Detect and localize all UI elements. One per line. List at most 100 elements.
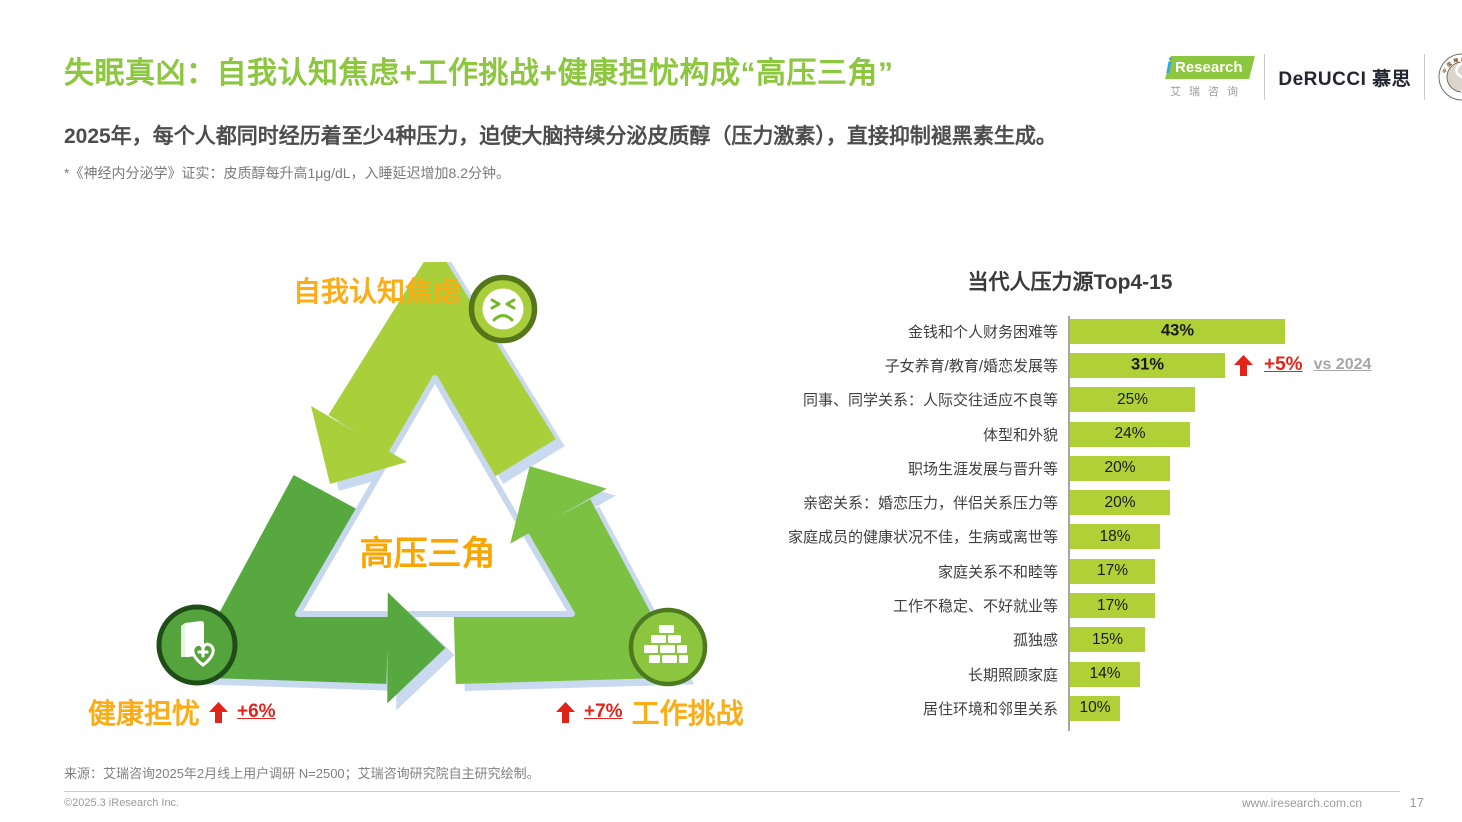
category-label: 工作不稳定、不好就业等 [892,598,1058,616]
value-label: 20% [1104,493,1136,511]
value-label: 43% [1160,321,1195,340]
website-url: www.iresearch.com.cn [1241,796,1362,810]
triangle-bottom-right-label-group: +7% 工作挑战 [556,692,744,732]
bar-wrap: 14% [1070,661,1140,687]
chart-row: 亲密关系：婚恋压力，伴侣关系压力等 20% [780,485,1400,519]
bar-wrap: 10% [1070,695,1120,721]
value-label: 20% [1104,459,1136,477]
logo-divider [1264,54,1266,100]
bar-wrap: 31% +5% vs 2024 [1070,352,1371,378]
chart-row: 体型和外貌 24% [780,417,1400,451]
iresearch-chinese-name: 艾瑞咨询 [1170,86,1246,98]
stress-sources-chart: 当代人压力源Top4-15 金钱和个人财务困难等 43% 子女养育/教育/婚恋发展等… [780,266,1400,731]
bar-wrap: 43% [1070,318,1285,344]
category-label: 子女养育/教育/婚恋发展等 [884,357,1058,375]
y-axis-line [1068,316,1070,731]
work-challenge-label: 工作挑战 [631,698,744,729]
source-note: 来源：艾瑞咨询2025年2月线上用户调研 N=2500；艾瑞咨询研究院自主研究绘… [64,766,540,781]
bar: 15% [1070,627,1145,653]
category-label: 居住环境和邻里关系 [922,700,1058,718]
chart-title: 当代人压力源Top4-15 [967,271,1173,294]
bar-wrap: 17% [1070,558,1155,584]
bar-wrap: 18% [1070,524,1160,550]
stress-triangle-diagram [150,262,720,742]
category-label: 长期照顾家庭 [967,666,1058,684]
work-challenge-delta: +7% [584,701,623,722]
copyright: ©2025.3 iResearch Inc. [64,797,180,809]
health-worry-delta: +6% [237,701,276,722]
iresearch-logo-top: i Research [1164,55,1255,79]
iresearch-wordmark: Research [1174,58,1243,76]
health-book-heart-icon [156,604,238,686]
category-label: 家庭关系不和睦等 [937,563,1058,581]
up-arrow-icon [209,701,229,723]
category-label: 金钱和个人财务困难等 [907,323,1058,341]
vs-2024-label: vs 2024 [1313,356,1372,374]
logo-divider [1424,54,1426,100]
iresearch-logo: i Research 艾瑞咨询 [1164,55,1255,99]
bar: 25% [1070,387,1195,413]
brick-wall-icon [628,607,708,687]
value-label: 18% [1099,527,1131,545]
bar-wrap: 17% [1070,593,1155,619]
up-arrow-icon [1234,354,1253,376]
bar: 18% [1070,524,1160,550]
bar: 31% [1070,352,1225,378]
value-label: 25% [1116,390,1149,408]
chart-row: 子女养育/教育/婚恋发展等 31% +5% vs 2024 [780,348,1400,382]
bar: 24% [1070,421,1190,447]
up-arrow-icon [556,701,575,723]
chart-rows: 金钱和个人财务困难等 43% 子女养育/教育/婚恋发展等 31% +5% vs 2024 同… [780,314,1400,726]
sleep-society-seal-icon: 中国睡眠研究会 Chinese Sleep Research Society [1438,53,1462,101]
chart-row: 孤独感 15% [780,623,1400,657]
anxious-face-icon [468,274,538,344]
value-label: 17% [1096,596,1129,614]
value-label: 10% [1079,699,1111,717]
chart-body: 金钱和个人财务困难等 43% 子女养育/教育/婚恋发展等 31% +5% vs 2024 同… [780,314,1400,731]
chart-row: 工作不稳定、不好就业等 17% [780,588,1400,622]
value-label: 17% [1096,562,1129,580]
health-worry-label: 健康担忧 [88,698,201,729]
triangle-center-label: 高压三角 [359,535,496,573]
logo-bar: i Research 艾瑞咨询 DeRUCCI 慕思 中国睡眠研究会 Chine… [1164,50,1462,104]
subtitle: 2025年，每个人都同时经历着至少4种压力，迫使大脑持续分泌皮质醇（压力激素），… [64,125,1057,148]
chart-row: 居住环境和邻里关系 10% [780,691,1400,725]
bar: 17% [1070,593,1155,619]
value-label: 14% [1089,665,1121,683]
footer-divider [64,791,1400,792]
footnote: *《神经内分泌学》证实：皮质醇每升高1μg/dL，入睡延迟增加8.2分钟。 [64,165,511,181]
bar-wrap: 25% [1070,387,1195,413]
bar-wrap: 24% [1070,421,1190,447]
value-label: 24% [1114,425,1146,443]
chart-row: 长期照顾家庭 14% [780,657,1400,691]
category-label: 家庭成员的健康状况不佳，生病或离世等 [787,529,1058,547]
bar-wrap: 20% [1070,490,1170,516]
value-label: 15% [1091,630,1124,648]
yoy-annotation: +5% vs 2024 [1234,354,1371,376]
yoy-delta: +5% [1264,354,1303,376]
category-label: 孤独感 [1012,632,1058,650]
bar-wrap: 15% [1070,627,1145,653]
iresearch-i: i [1166,55,1172,78]
bar: 20% [1070,455,1170,481]
chart-row: 家庭成员的健康状况不佳，生病或离世等 18% [780,520,1400,554]
chart-row: 同事、同学关系：人际交往适应不良等 25% [780,383,1400,417]
page-title: 失眠真凶：自我认知焦虑+工作挑战+健康担忧构成“高压三角” [64,57,894,90]
category-label: 亲密关系：婚恋压力，伴侣关系压力等 [802,495,1058,513]
chart-row: 家庭关系不和睦等 17% [780,554,1400,588]
category-label: 职场生涯发展与晋升等 [907,460,1058,478]
category-label: 体型和外貌 [982,426,1058,444]
bar: 17% [1070,558,1155,584]
triangle-top-label: 自我认知焦虑 [293,276,462,307]
triangle-bottom-left-label-group: 健康担忧 +6% [88,692,276,732]
bar-wrap: 20% [1070,455,1170,481]
bar: 43% [1070,318,1285,344]
triangle-inner-hole [295,375,575,617]
bar: 20% [1070,490,1170,516]
bar: 14% [1070,661,1140,687]
bar: 10% [1070,695,1120,721]
derucci-logo: DeRUCCI 慕思 [1278,68,1412,90]
category-label: 同事、同学关系：人际交往适应不良等 [802,392,1058,410]
chart-row: 金钱和个人财务困难等 43% [780,314,1400,348]
